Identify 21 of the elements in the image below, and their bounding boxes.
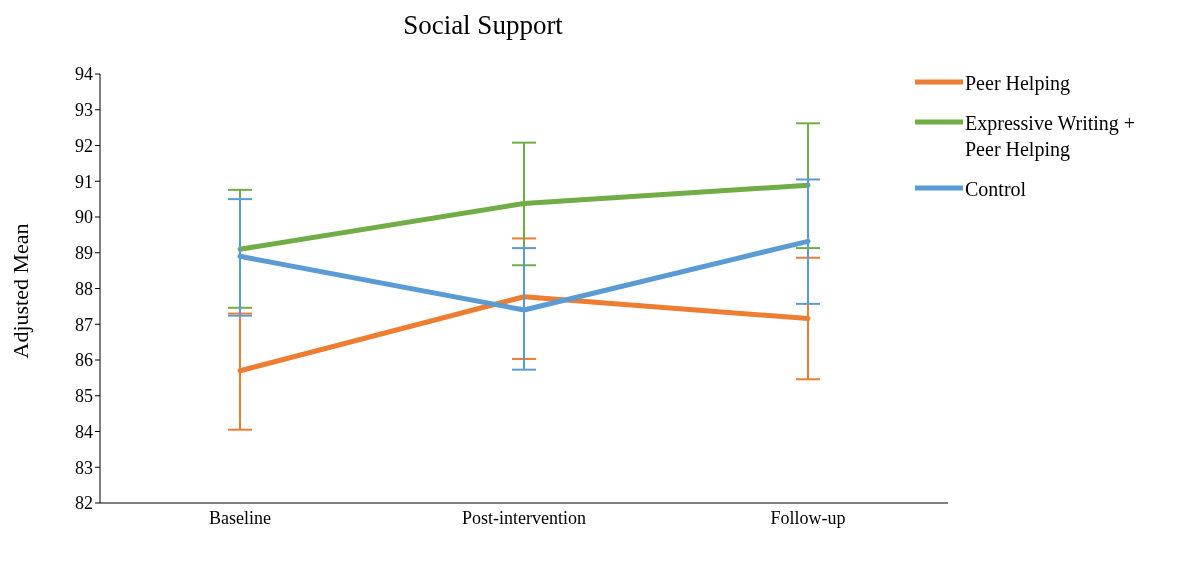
chart-title: Social Support	[402, 10, 564, 41]
y-tick-label: 82	[75, 493, 93, 514]
y-tick-label: 91	[75, 171, 93, 192]
x-tick-label: Baseline	[209, 507, 271, 528]
y-tick-label: 92	[75, 135, 93, 156]
y-axis-title: Adjusted Mean	[7, 223, 33, 359]
y-tick-label: 86	[75, 350, 93, 371]
legend-label: Expressive Writing + Peer Helping	[965, 111, 1137, 162]
y-tick-label: 88	[75, 278, 93, 299]
legend-label: Peer Helping	[965, 71, 1071, 96]
y-tick-label: 93	[75, 100, 93, 121]
legend-label: Control	[965, 177, 1028, 202]
y-tick-label: 89	[75, 243, 93, 264]
x-tick-label: Post-intervention	[462, 507, 586, 528]
x-tick-label: Follow-up	[770, 507, 846, 528]
y-tick-label: 87	[75, 314, 93, 335]
y-tick-label: 94	[75, 64, 93, 85]
y-tick-label: 85	[75, 386, 93, 407]
y-tick-label: 90	[75, 207, 93, 228]
y-tick-label: 83	[75, 457, 93, 478]
y-tick-label: 84	[75, 421, 93, 442]
